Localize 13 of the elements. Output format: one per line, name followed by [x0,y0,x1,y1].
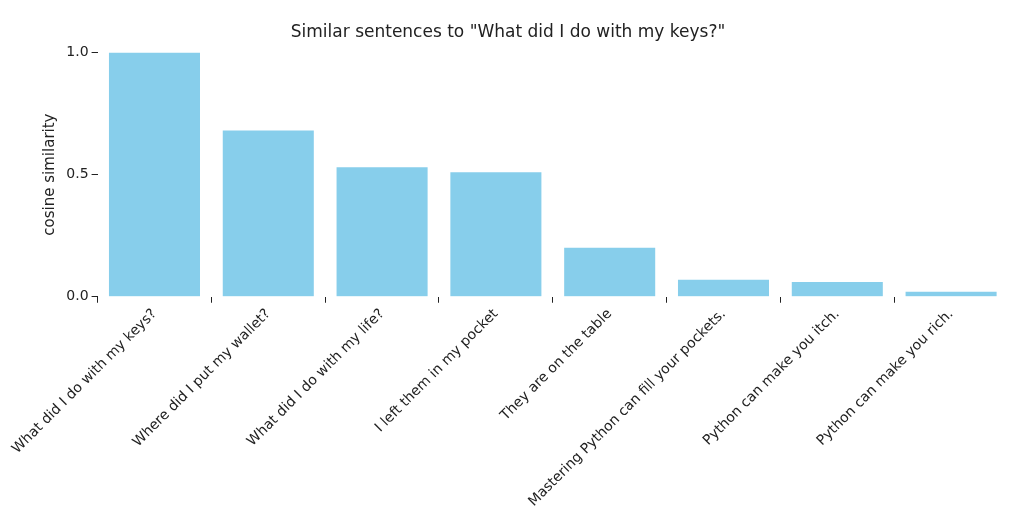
y-tick-label: 0.0 [66,287,89,304]
bar [564,247,656,297]
bar [108,52,200,297]
y-tick-label: 1.0 [66,43,89,60]
chart-title: Similar sentences to "What did I do with my keys?" [290,20,726,41]
bar [222,130,314,297]
bar [905,291,997,297]
bar [677,279,770,297]
y-tick-label: 0.5 [66,165,89,182]
y-axis-title: cosine similarity [40,113,59,236]
bar [336,167,428,297]
bar [450,172,542,297]
bar [791,282,883,297]
